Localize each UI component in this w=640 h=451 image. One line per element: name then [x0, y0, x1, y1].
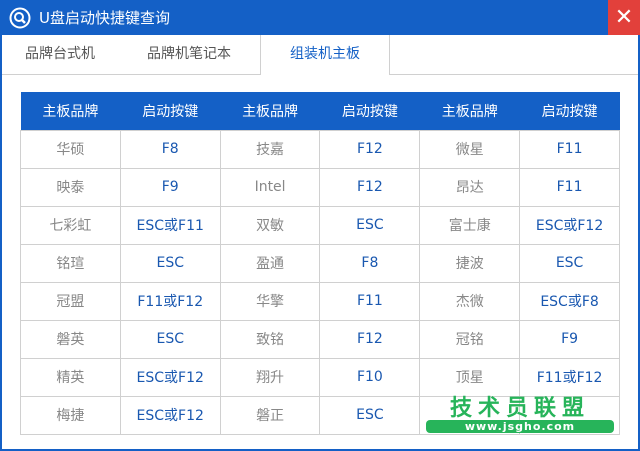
close-button[interactable]: ✕: [608, 0, 640, 35]
column-header: 启动按键: [319, 92, 420, 130]
brand-cell: 磐正: [219, 395, 321, 435]
brand-cell: 致铭: [219, 319, 321, 359]
hotkey-cell: F11或F12: [519, 357, 620, 397]
brand-cell: 双敏: [219, 205, 321, 245]
hotkey-cell: F10: [319, 357, 421, 397]
brand-cell: 捷波: [419, 243, 521, 283]
hotkey-cell: ESC: [319, 395, 421, 435]
hotkey-cell: F9: [519, 319, 620, 359]
brand-cell: 华擎: [219, 281, 321, 321]
tab-brand-desktop[interactable]: 品牌台式机: [25, 46, 95, 62]
brand-cell: 华硕: [20, 129, 121, 169]
column-header: 启动按键: [120, 92, 221, 130]
hotkey-cell: F12: [319, 129, 421, 169]
table-row: 磐英 ESC 致铭 F12 冠铭 F9: [20, 319, 620, 359]
table-row: 七彩虹 ESC或F11 双敏 ESC 富士康 ESC或F12: [20, 205, 620, 245]
brand-cell: 七彩虹: [20, 205, 121, 245]
tab-bar: 品牌台式机 品牌机笔记本 组装机主板: [2, 35, 638, 75]
table-row: 精英 ESC或F12 翔升 F10 顶星 F11或F12: [20, 357, 620, 397]
table-row: 映泰 F9 Intel F12 昂达 F11: [20, 167, 620, 207]
hotkey-cell: F11: [319, 281, 421, 321]
brand-cell: 冠铭: [419, 319, 521, 359]
brand-cell: 铭瑄: [20, 243, 121, 283]
brand-cell: 微星: [419, 129, 521, 169]
tab-brand-laptop[interactable]: 品牌机笔记本: [147, 46, 231, 62]
table-header-row: 主板品牌 启动按键 主板品牌 启动按键 主板品牌 启动按键: [20, 92, 620, 130]
column-header: 主板品牌: [20, 92, 121, 130]
search-icon: [9, 7, 31, 29]
brand-cell: 昂达: [419, 167, 521, 207]
brand-cell: 精英: [20, 357, 121, 397]
close-icon: ✕: [614, 5, 634, 30]
hotkey-cell: ESC或F8: [519, 281, 620, 321]
hotkey-cell: F8: [319, 243, 421, 283]
hotkey-cell: ESC或F12: [119, 357, 221, 397]
hotkey-cell: F8: [119, 129, 221, 169]
hotkey-cell: F9: [119, 167, 221, 207]
watermark-text: 技术员联盟: [449, 396, 590, 421]
window-title: U盘启动快捷键查询: [39, 9, 170, 27]
hotkey-cell: ESC或F12: [119, 395, 221, 435]
brand-cell: 冠盟: [20, 281, 121, 321]
hotkey-cell: F11: [519, 167, 620, 207]
column-header: 主板品牌: [419, 92, 520, 130]
hotkey-cell: ESC: [319, 205, 421, 245]
hotkey-cell: ESC或F11: [119, 205, 221, 245]
brand-cell: 盈通: [219, 243, 321, 283]
hotkey-cell: F11: [519, 129, 620, 169]
hotkey-cell: ESC: [519, 243, 620, 283]
hotkey-table: 主板品牌 启动按键 主板品牌 启动按键 主板品牌 启动按键 华硕 F8 技嘉 F12 微星 F11 映…: [20, 92, 620, 435]
table-row: 冠盟 F11或F12 华擎 F11 杰微 ESC或F8: [20, 281, 620, 321]
hotkey-cell: ESC或F12: [519, 205, 620, 245]
hotkey-cell: F12: [319, 167, 421, 207]
column-header: 主板品牌: [220, 92, 320, 130]
brand-cell: 技嘉: [219, 129, 321, 169]
watermark-logo: 技术员联盟 www.jsgho.com: [426, 398, 614, 433]
table-row: 华硕 F8 技嘉 F12 微星 F11: [20, 129, 620, 169]
hotkey-cell: ESC: [119, 243, 221, 283]
hotkey-cell: F11或F12: [119, 281, 221, 321]
watermark-url: www.jsgho.com: [426, 420, 614, 433]
brand-cell: 梅捷: [20, 395, 121, 435]
table-row: 铭瑄 ESC 盈通 F8 捷波 ESC: [20, 243, 620, 283]
brand-cell: 翔升: [219, 357, 321, 397]
brand-cell: 杰微: [419, 281, 521, 321]
brand-cell: 富士康: [419, 205, 521, 245]
brand-cell: 顶星: [419, 357, 521, 397]
brand-cell: Intel: [219, 167, 321, 207]
hotkey-cell: ESC: [119, 319, 221, 359]
column-header: 启动按键: [519, 92, 620, 130]
brand-cell: 映泰: [20, 167, 121, 207]
brand-cell: 磐英: [20, 319, 121, 359]
title-bar: U盘启动快捷键查询 ✕: [0, 0, 640, 35]
hotkey-cell: F12: [319, 319, 421, 359]
tab-assembled-motherboard[interactable]: 组装机主板: [260, 35, 390, 75]
